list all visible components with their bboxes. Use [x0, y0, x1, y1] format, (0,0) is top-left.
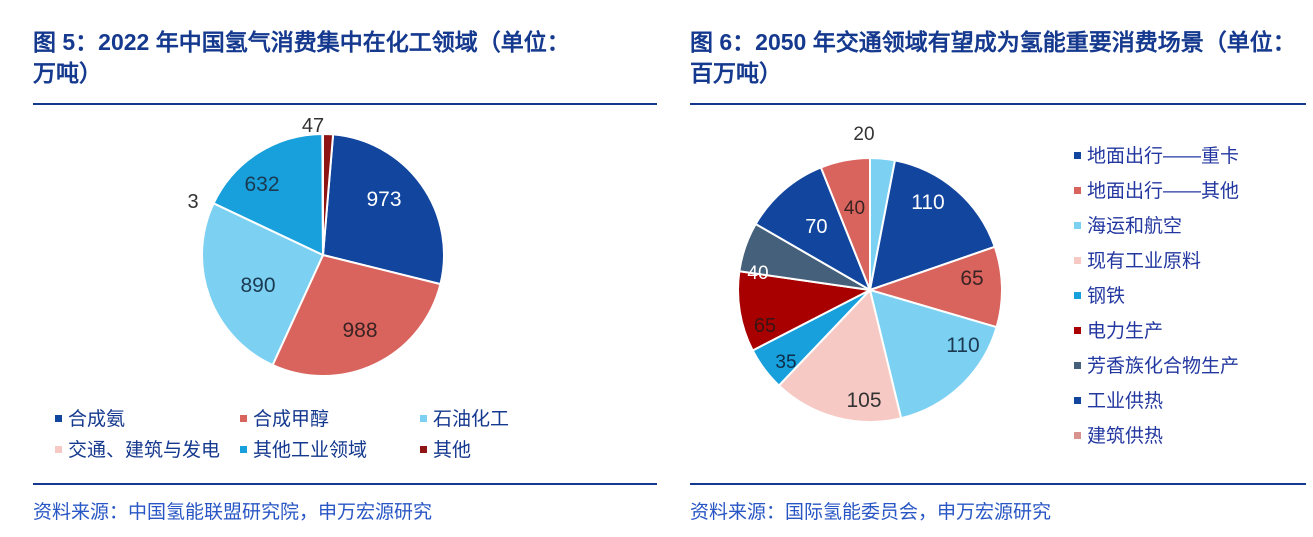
- svg-text:47: 47: [302, 115, 324, 137]
- svg-text:110: 110: [911, 191, 944, 214]
- svg-text:65: 65: [754, 315, 776, 337]
- svg-text:65: 65: [960, 267, 983, 290]
- svg-text:988: 988: [342, 319, 377, 342]
- svg-text:632: 632: [244, 173, 279, 196]
- svg-text:40: 40: [747, 263, 768, 284]
- svg-text:70: 70: [805, 216, 827, 238]
- svg-text:35: 35: [775, 352, 796, 373]
- svg-text:40: 40: [844, 198, 865, 219]
- svg-text:973: 973: [366, 188, 401, 211]
- svg-text:890: 890: [240, 274, 275, 297]
- svg-text:105: 105: [846, 389, 881, 412]
- svg-text:20: 20: [853, 124, 874, 145]
- svg-text:110: 110: [946, 334, 979, 357]
- svg-text:3: 3: [187, 191, 198, 213]
